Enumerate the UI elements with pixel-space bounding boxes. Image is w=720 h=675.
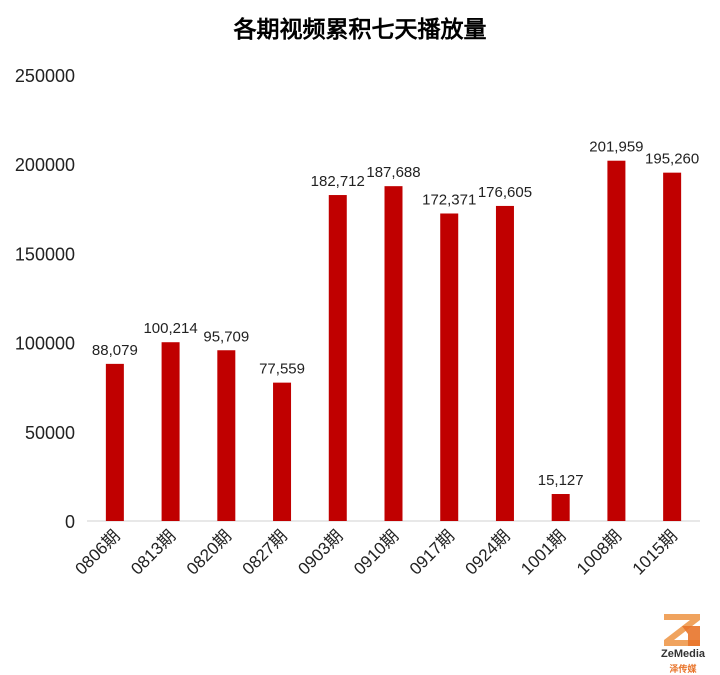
zemedia-watermark: ZeMedia 泽传媒	[648, 612, 718, 675]
bar	[105, 363, 124, 521]
x-tick-label: 1008期	[573, 526, 625, 578]
x-tick-label: 0910期	[350, 526, 402, 578]
data-label: 176,605	[478, 184, 532, 201]
y-tick-label: 150000	[15, 244, 75, 264]
data-label: 172,371	[422, 191, 476, 208]
x-tick-label: 0813期	[127, 526, 179, 578]
data-label: 195,260	[645, 151, 699, 168]
bar	[384, 186, 403, 521]
watermark-name: ZeMedia	[660, 648, 705, 660]
data-label: 15,127	[538, 472, 584, 489]
bar	[551, 494, 570, 521]
bar	[273, 382, 292, 521]
x-tick-label: 1001期	[517, 526, 569, 578]
x-tick-label: 0820期	[183, 526, 235, 578]
x-tick-label: 0806期	[71, 526, 123, 578]
zemedia-logo-icon	[664, 614, 700, 646]
data-label: 88,079	[92, 342, 138, 359]
watermark-subtitle: 泽传媒	[669, 665, 697, 675]
x-tick-label: 0917期	[406, 526, 458, 578]
data-label: 77,559	[259, 361, 305, 378]
x-tick-label: 0827期	[239, 526, 291, 578]
bar	[663, 172, 682, 521]
y-tick-label: 100000	[15, 334, 75, 354]
data-label: 187,688	[366, 164, 420, 181]
data-label: 95,709	[203, 328, 249, 345]
bar	[607, 160, 626, 521]
y-tick-label: 250000	[15, 66, 75, 86]
bar	[328, 195, 347, 521]
x-tick-label: 1015期	[629, 526, 681, 578]
bar	[440, 213, 459, 521]
bar	[161, 342, 180, 521]
x-tick-label: 0924期	[462, 526, 514, 578]
data-label: 201,959	[589, 139, 643, 156]
data-label: 100,214	[143, 320, 197, 337]
y-tick-label: 50000	[25, 423, 75, 443]
chart-title: 各期视频累积七天播放量	[233, 17, 487, 43]
bar	[495, 205, 514, 521]
bar	[217, 350, 236, 521]
x-tick-label: 0903期	[294, 526, 346, 578]
data-label: 182,712	[311, 173, 365, 190]
y-tick-label: 0	[65, 512, 75, 532]
y-tick-label: 200000	[15, 155, 75, 175]
